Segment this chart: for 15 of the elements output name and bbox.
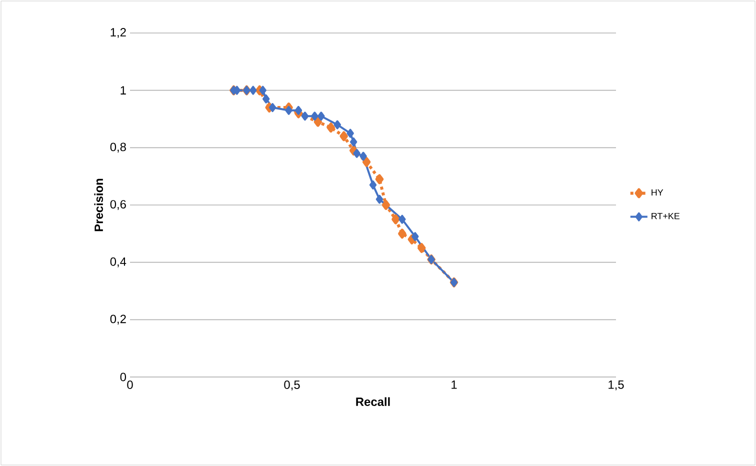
y-tick-label: 1,2: [110, 28, 126, 38]
x-tick-label: 1: [452, 380, 457, 389]
y-tick-label: 0,2: [110, 314, 126, 325]
y-tick-label: 1: [120, 86, 126, 94]
x-tick-label: 0,5: [284, 380, 300, 390]
x-tick-label: 1,5: [608, 380, 624, 390]
y-tick-label: 0,6: [110, 200, 126, 210]
legend-label: RT+KE: [652, 212, 680, 220]
y-tick-label: 0,4: [110, 257, 126, 268]
x-axis-title: Recall: [356, 397, 390, 406]
y-tick-label: 0: [120, 372, 126, 382]
legend-label: HY: [652, 189, 664, 196]
y-tick-label: 0,8: [110, 142, 126, 153]
y-axis-title: Precision: [94, 178, 104, 232]
x-tick-label: 0: [127, 380, 133, 389]
